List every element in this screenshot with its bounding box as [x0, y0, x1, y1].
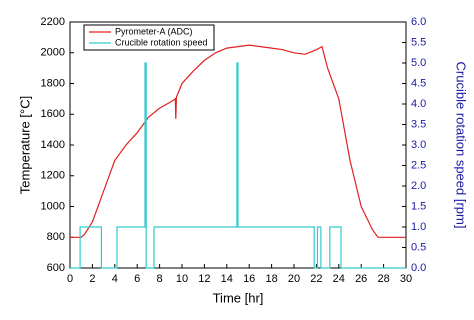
y2-tick-label: 2.5	[411, 159, 426, 171]
x-tick-label: 24	[333, 273, 345, 285]
y-tick-label: 1800	[41, 77, 65, 89]
x-tick-label: 28	[377, 273, 389, 285]
x-tick-label: 4	[112, 273, 118, 285]
x-tick-label: 8	[157, 273, 163, 285]
y-tick-label: 2200	[41, 16, 65, 28]
x-tick-label: 6	[134, 273, 140, 285]
x-tick-label: 16	[243, 273, 255, 285]
y2-tick-label: 2.0	[411, 180, 426, 192]
y2-tick-label: 0.0	[411, 262, 426, 274]
y2-tick-label: 5.0	[411, 57, 426, 69]
x-axis-label: Time [hr]	[213, 290, 264, 305]
x-tick-label: 26	[355, 273, 367, 285]
y2-tick-label: 1.5	[411, 200, 426, 212]
y-tick-label: 1400	[41, 139, 65, 151]
y2-tick-label: 5.5	[411, 36, 426, 48]
y2-tick-label: 4.5	[411, 77, 426, 89]
y-tick-label: 800	[47, 231, 65, 243]
x-tick-label: 12	[198, 273, 210, 285]
y-axis-label: Temperature [°C]	[17, 96, 32, 194]
y-tick-label: 1600	[41, 108, 65, 120]
y2-tick-label: 3.0	[411, 139, 426, 151]
legend-label: Pyrometer-A (ADC)	[115, 26, 193, 36]
legend-box	[83, 24, 215, 51]
series-line	[70, 62, 406, 269]
y-tick-label: 600	[47, 262, 65, 274]
legend-label: Crucible rotation speed	[115, 37, 208, 47]
y2-tick-label: 1.0	[411, 221, 426, 233]
x-tick-label: 30	[400, 273, 412, 285]
y2-tick-label: 6.0	[411, 16, 426, 28]
x-tick-label: 14	[221, 273, 233, 285]
x-tick-label: 10	[176, 273, 188, 285]
y-tick-label: 2000	[41, 47, 65, 59]
y2-tick-label: 0.5	[411, 241, 426, 253]
x-tick-label: 2	[89, 273, 95, 285]
x-tick-label: 0	[67, 273, 73, 285]
y2-axis-label: Crucible rotation speed [rpm]	[454, 62, 469, 229]
x-tick-label: 18	[265, 273, 277, 285]
y2-tick-label: 3.5	[411, 118, 426, 130]
x-tick-label: 22	[310, 273, 322, 285]
y-tick-label: 1200	[41, 170, 65, 182]
x-tick-label: 20	[288, 273, 300, 285]
y-tick-label: 1000	[41, 200, 65, 212]
y2-tick-label: 4.0	[411, 98, 426, 110]
series-line	[70, 44, 406, 238]
